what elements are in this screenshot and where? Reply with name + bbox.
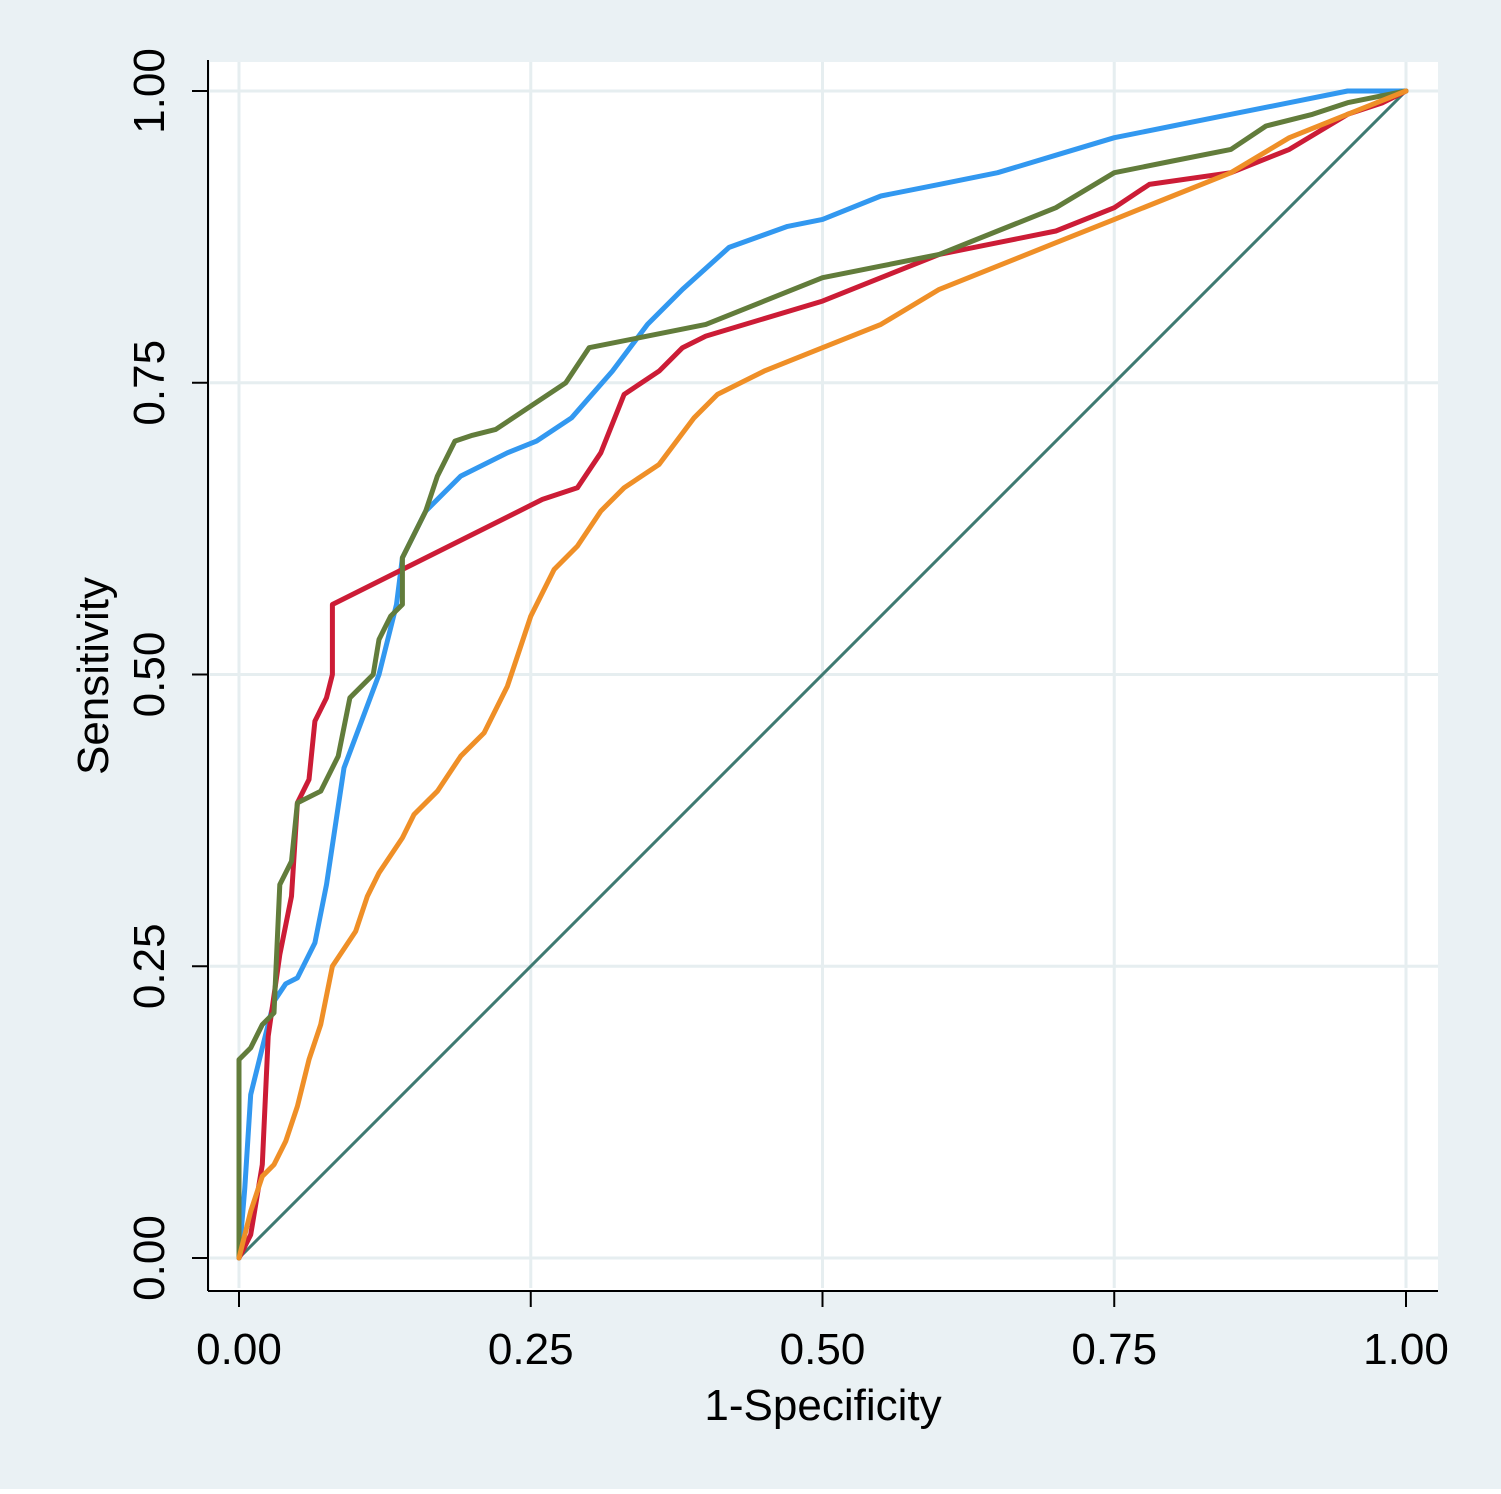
x-tick-label-2: 0.50	[780, 1325, 866, 1374]
roc-curve-2	[236, 88, 1409, 1261]
reference-line	[237, 89, 1408, 1260]
y-tick-label-4: 1.00	[125, 48, 174, 134]
y-tick-label-2: 0.50	[125, 632, 174, 718]
series-layer	[236, 88, 1409, 1261]
y-tick-label-0: 0.00	[125, 1215, 174, 1301]
roc-curve-0	[236, 88, 1409, 1261]
x-tick-label-3: 0.75	[1071, 1325, 1157, 1374]
roc-curve-3	[236, 88, 1409, 1261]
y-tick-label-3: 0.75	[125, 340, 174, 426]
y-tick-label-1: 0.25	[125, 923, 174, 1009]
roc-curve-1	[236, 88, 1409, 1261]
x-axis-title: 1-Specificity	[704, 1381, 941, 1430]
ticks-layer: 0.00 0.25 0.50 0.75 1.00 0.00 0.25 0.50 0.75 1.00	[125, 48, 1449, 1374]
x-tick-label-1: 0.25	[488, 1325, 574, 1374]
y-axis-title: Sensitivity	[69, 577, 118, 775]
x-tick-label-0: 0.00	[196, 1325, 282, 1374]
x-tick-label-4: 1.00	[1363, 1325, 1449, 1374]
